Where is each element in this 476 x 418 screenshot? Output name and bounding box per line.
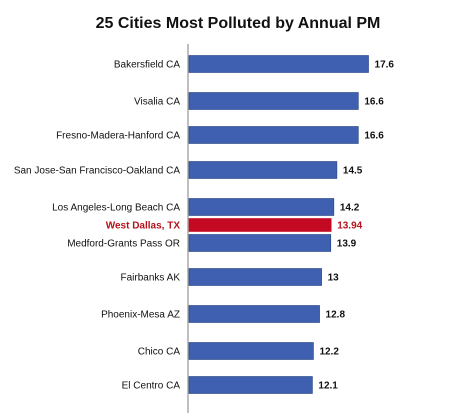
bar-fresno-madera-hanford-ca xyxy=(188,126,359,144)
bars-group: Bakersfield CA 17.6 Visalia CA 16.6 Fresno-M… xyxy=(14,55,395,394)
category-label-san-jose-san-francisco-oakland-ca: San Jose-San Francisco-Oakland CA xyxy=(14,166,181,177)
bar-visalia-ca xyxy=(188,92,359,110)
value-label-medford-grants-pass-or: 13.9 xyxy=(337,239,357,250)
bar-phoenix-mesa-az xyxy=(188,305,320,323)
bar-west-dallas-tx xyxy=(188,218,332,232)
category-label-los-angeles-long-beach-ca: Los Angeles-Long Beach CA xyxy=(52,203,180,214)
bar-el-centro-ca xyxy=(188,376,313,394)
category-label-fairbanks-ak: Fairbanks AK xyxy=(121,273,181,284)
bar-los-angeles-long-beach-ca xyxy=(188,198,335,216)
value-label-el-centro-ca: 12.1 xyxy=(318,381,338,392)
bar-bakersfield-ca xyxy=(188,55,369,73)
category-label-bakersfield-ca: Bakersfield CA xyxy=(114,60,180,71)
bar-chico-ca xyxy=(188,342,314,360)
category-label-medford-grants-pass-or: Medford-Grants Pass OR xyxy=(67,239,180,250)
value-label-los-angeles-long-beach-ca: 14.2 xyxy=(340,203,360,214)
value-label-bakersfield-ca: 17.6 xyxy=(375,60,395,71)
category-label-fresno-madera-hanford-ca: Fresno-Madera-Hanford CA xyxy=(56,131,180,142)
category-label-el-centro-ca: El Centro CA xyxy=(122,381,181,392)
value-label-phoenix-mesa-az: 12.8 xyxy=(326,310,346,321)
value-label-chico-ca: 12.2 xyxy=(319,347,339,358)
category-label-chico-ca: Chico CA xyxy=(138,347,181,358)
value-label-west-dallas-tx: 13.94 xyxy=(337,221,362,232)
category-label-visalia-ca: Visalia CA xyxy=(134,97,180,108)
bar-san-jose-san-francisco-oakland-ca xyxy=(188,161,338,179)
bar-fairbanks-ak xyxy=(188,268,322,286)
category-label-west-dallas-tx: West Dallas, TX xyxy=(106,221,181,232)
bar-medford-grants-pass-or xyxy=(188,234,332,252)
category-label-phoenix-mesa-az: Phoenix-Mesa AZ xyxy=(101,310,180,321)
value-label-fairbanks-ak: 13 xyxy=(328,273,340,284)
value-label-visalia-ca: 16.6 xyxy=(364,97,384,108)
value-label-san-jose-san-francisco-oakland-ca: 14.5 xyxy=(343,166,363,177)
value-label-fresno-madera-hanford-ca: 16.6 xyxy=(364,131,384,142)
chart-title: 25 Cities Most Polluted by Annual PM xyxy=(96,15,381,32)
